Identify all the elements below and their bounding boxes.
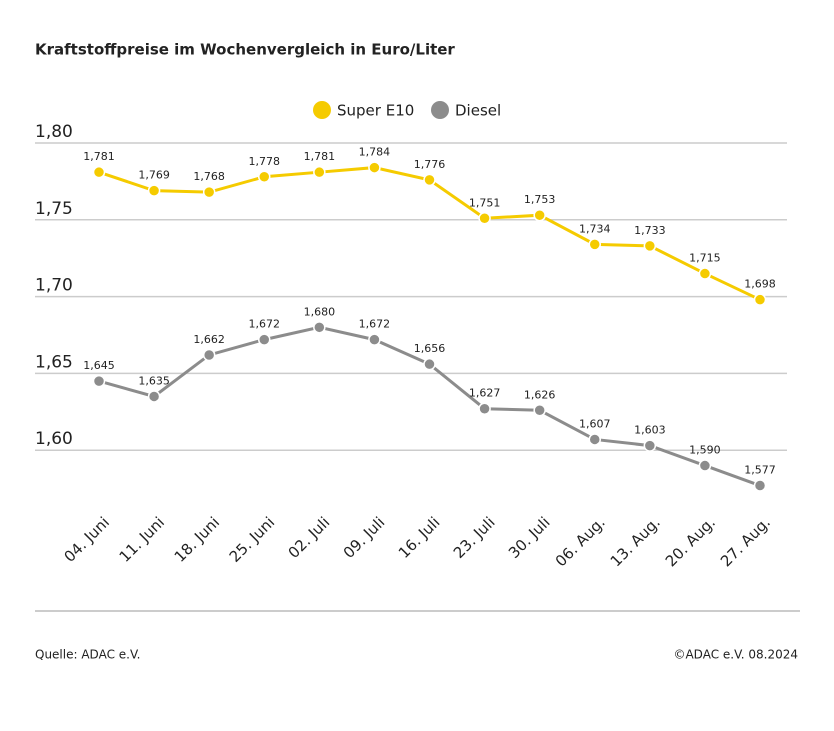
- data-point: [258, 170, 271, 184]
- data-point: [643, 239, 657, 253]
- data-point: [478, 212, 491, 225]
- data-label: 1,662: [193, 333, 225, 346]
- data-label: 1,577: [744, 464, 776, 477]
- x-tick-label: 18. Juni: [171, 513, 223, 565]
- data-label: 1,751: [469, 196, 501, 209]
- data-point: [533, 208, 546, 222]
- x-tick-label: 11. Juni: [116, 513, 168, 565]
- x-tick-label: 16. Juli: [395, 513, 444, 562]
- data-label: 1,656: [414, 342, 446, 355]
- data-point: [698, 267, 712, 280]
- y-tick-label: 1,60: [35, 429, 73, 449]
- data-label: 1,635: [138, 374, 170, 387]
- data-point: [258, 333, 271, 346]
- legend-marker: [431, 101, 449, 119]
- copyright: ©ADAC e.V. 08.2024: [673, 648, 798, 662]
- x-tick-label: 04. Juni: [61, 513, 113, 565]
- x-tick-label: 02. Juli: [285, 513, 334, 562]
- x-tick-label: 06. Aug.: [552, 513, 609, 570]
- data-point: [313, 165, 326, 179]
- data-label: 1,753: [524, 193, 556, 206]
- data-point: [478, 402, 491, 415]
- data-point: [147, 390, 161, 403]
- data-label: 1,698: [744, 278, 776, 291]
- data-label: 1,672: [249, 318, 281, 331]
- data-point: [753, 479, 767, 492]
- data-label: 1,778: [249, 155, 281, 168]
- data-point: [588, 433, 601, 446]
- data-label: 1,590: [689, 444, 721, 457]
- data-point: [423, 357, 436, 371]
- y-tick-label: 1,65: [35, 352, 73, 372]
- data-label: 1,781: [83, 150, 115, 163]
- data-label: 1,781: [304, 150, 336, 163]
- data-label: 1,733: [634, 224, 666, 237]
- x-tick-label: 30. Juli: [505, 513, 554, 562]
- chart-title: Kraftstoffpreise im Wochenvergleich in E…: [35, 41, 455, 59]
- data-label: 1,607: [579, 417, 611, 430]
- data-point: [92, 374, 106, 388]
- data-label: 1,603: [634, 424, 666, 437]
- data-label: 1,769: [138, 169, 170, 182]
- data-point: [147, 184, 161, 197]
- data-point: [92, 165, 106, 179]
- data-point: [368, 161, 381, 174]
- x-tick-label: 20. Aug.: [662, 513, 719, 570]
- data-label: 1,672: [359, 318, 391, 331]
- x-tick-label: 09. Juli: [340, 513, 389, 562]
- data-point: [202, 185, 216, 199]
- data-point: [313, 321, 326, 334]
- data-point: [588, 238, 601, 251]
- legend-label: Super E10: [337, 102, 414, 120]
- x-tick-label: 27. Aug.: [717, 513, 774, 570]
- data-label: 1,715: [689, 252, 721, 265]
- legend-label: Diesel: [455, 102, 501, 120]
- data-point: [423, 173, 436, 187]
- data-label: 1,627: [469, 387, 501, 400]
- data-label: 1,734: [579, 222, 611, 235]
- source: Quelle: ADAC e.V.: [35, 648, 140, 662]
- data-label: 1,645: [83, 359, 115, 372]
- data-point: [753, 293, 767, 306]
- data-label: 1,776: [414, 158, 446, 171]
- data-point: [202, 348, 216, 362]
- data-label: 1,680: [304, 305, 336, 318]
- data-label: 1,768: [193, 170, 225, 183]
- data-label: 1,626: [524, 388, 556, 401]
- x-tick-label: 13. Aug.: [607, 513, 664, 570]
- x-tick-label: 23. Juli: [450, 513, 499, 562]
- y-tick-label: 1,75: [35, 199, 73, 219]
- data-label: 1,784: [359, 146, 391, 159]
- y-tick-label: 1,70: [35, 276, 73, 296]
- data-point: [643, 439, 657, 452]
- data-point: [533, 404, 546, 417]
- data-point: [368, 333, 381, 346]
- legend-marker: [313, 101, 331, 119]
- data-point: [698, 459, 712, 472]
- y-tick-label: 1,80: [35, 122, 73, 142]
- x-tick-label: 25. Juni: [226, 513, 278, 565]
